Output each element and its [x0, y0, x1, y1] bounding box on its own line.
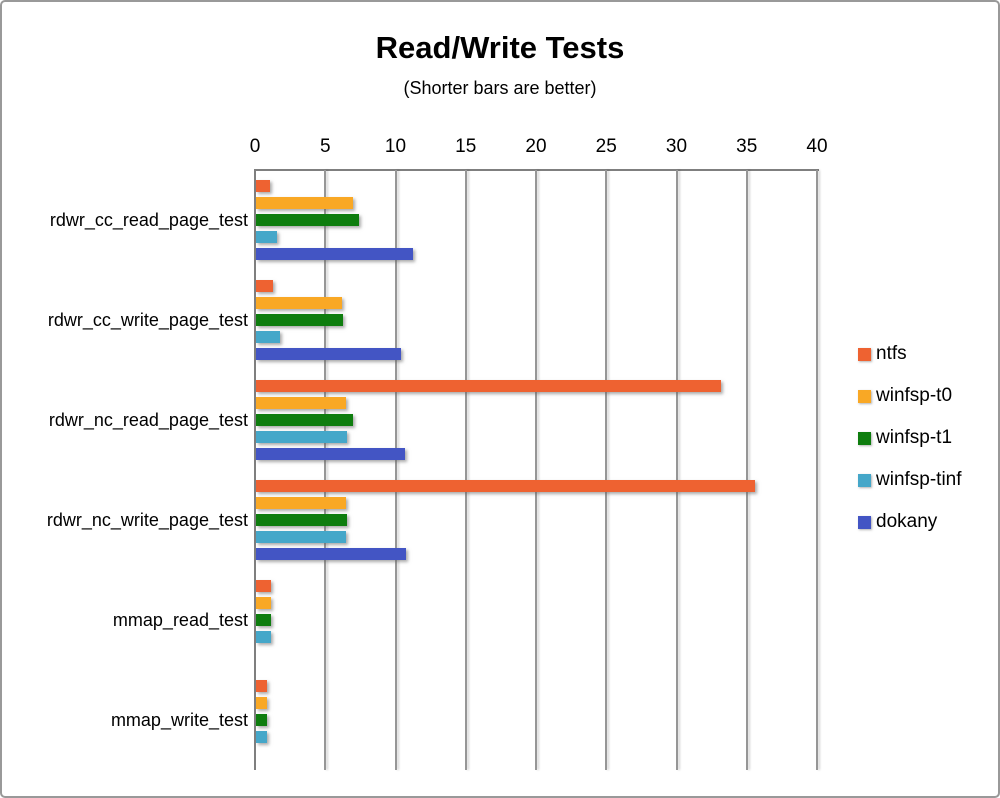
- bar-winfsp-t1-rdwr_cc_read_page_test: [256, 214, 359, 226]
- legend-label-ntfs: ntfs: [876, 343, 907, 364]
- bar-winfsp-tinf-rdwr_nc_read_page_test: [256, 431, 347, 443]
- bar-ntfs-rdwr_nc_read_page_test: [256, 380, 721, 392]
- bar-winfsp-tinf-mmap_write_test: [256, 731, 267, 743]
- bar-winfsp-t1-rdwr_nc_read_page_test: [256, 414, 353, 426]
- category-label-mmap_write_test: mmap_write_test: [110, 709, 248, 730]
- gridline-20: [535, 170, 537, 770]
- category-label-rdwr_cc_write_page_test: rdwr_cc_write_page_test: [47, 309, 248, 330]
- x-tick-label-10: 10: [384, 136, 407, 157]
- bar-ntfs-mmap_read_test: [256, 580, 271, 592]
- gridline-15: [464, 170, 467, 770]
- x-axis-line: [255, 169, 819, 171]
- bar-winfsp-t1-mmap_write_test: [256, 714, 267, 726]
- x-tick-label-35: 35: [736, 136, 758, 157]
- gridline-40: [816, 170, 818, 770]
- legend-swatch-ntfs: [858, 347, 871, 361]
- chart-title: Read/Write Tests: [375, 30, 625, 65]
- legend-item-winfsp-t0: winfsp-t0: [858, 384, 962, 408]
- legend-item-winfsp-tinf: winfsp-tinf: [858, 468, 962, 492]
- legend-swatch-dokany: [858, 515, 871, 529]
- bar-dokany-rdwr_cc_write_page_test: [256, 348, 401, 360]
- bar-winfsp-t0-rdwr_cc_write_page_test: [256, 297, 342, 309]
- x-tick-label-30: 30: [665, 136, 688, 157]
- bar-winfsp-t1-rdwr_nc_write_page_test: [256, 514, 347, 526]
- legend-swatch-winfsp-tinf: [858, 473, 871, 487]
- x-tick-label-25: 25: [595, 136, 617, 157]
- chart-subtitle: (Shorter bars are better): [403, 78, 597, 98]
- bar-winfsp-t0-mmap_write_test: [256, 697, 267, 709]
- x-tick-label-15: 15: [455, 136, 477, 157]
- bar-winfsp-t0-rdwr_cc_read_page_test: [256, 197, 353, 209]
- bar-ntfs-rdwr_nc_write_page_test: [256, 480, 755, 492]
- x-tick-label-20: 20: [525, 136, 547, 157]
- bar-winfsp-t0-mmap_read_test: [256, 597, 271, 609]
- legend: ntfs winfsp-t0 winfsp-t1 winfsp-tinf dokany: [858, 342, 962, 552]
- x-tick-label-0: 0: [249, 136, 261, 157]
- legend-swatch-winfsp-t1: [858, 431, 871, 445]
- legend-swatch-winfsp-t0: [858, 389, 871, 403]
- bar-dokany-rdwr_cc_read_page_test: [256, 248, 413, 260]
- gridline-5: [324, 170, 327, 770]
- legend-label-winfsp-t1: winfsp-t1: [876, 427, 953, 448]
- legend-item-dokany: dokany: [858, 510, 962, 534]
- category-label-rdwr_nc_write_page_test: rdwr_nc_write_page_test: [46, 509, 248, 530]
- gridline-25: [605, 170, 608, 770]
- legend-item-ntfs: ntfs: [858, 342, 962, 366]
- bar-ntfs-rdwr_cc_write_page_test: [256, 280, 273, 292]
- x-tick-label-40: 40: [806, 136, 828, 157]
- bar-ntfs-mmap_write_test: [256, 680, 267, 692]
- bar-winfsp-tinf-rdwr_cc_write_page_test: [256, 331, 280, 343]
- category-label-rdwr_cc_read_page_test: rdwr_cc_read_page_test: [49, 209, 248, 230]
- bar-winfsp-t1-rdwr_cc_write_page_test: [256, 314, 343, 326]
- gridline-35: [745, 170, 748, 770]
- bar-winfsp-tinf-rdwr_cc_read_page_test: [256, 231, 277, 243]
- bar-winfsp-tinf-mmap_read_test: [256, 631, 271, 643]
- x-tick-label-5: 5: [319, 136, 331, 157]
- bar-dokany-rdwr_nc_write_page_test: [256, 548, 406, 560]
- bar-ntfs-rdwr_cc_read_page_test: [256, 180, 270, 192]
- bar-winfsp-t0-rdwr_nc_read_page_test: [256, 397, 346, 409]
- y-axis-line: [254, 169, 256, 770]
- category-label-mmap_read_test: mmap_read_test: [112, 609, 248, 630]
- gridline-30: [675, 170, 678, 770]
- bar-dokany-rdwr_nc_read_page_test: [256, 448, 405, 460]
- bar-winfsp-t1-mmap_read_test: [256, 614, 271, 626]
- legend-label-winfsp-tinf: winfsp-tinf: [876, 469, 962, 490]
- legend-label-dokany: dokany: [876, 511, 938, 532]
- gridline-10: [394, 170, 397, 770]
- category-label-rdwr_nc_read_page_test: rdwr_nc_read_page_test: [48, 409, 248, 430]
- bar-winfsp-tinf-rdwr_nc_write_page_test: [256, 531, 346, 543]
- bar-winfsp-t0-rdwr_nc_write_page_test: [256, 497, 346, 509]
- legend-label-winfsp-t0: winfsp-t0: [876, 385, 953, 406]
- legend-item-winfsp-t1: winfsp-t1: [858, 426, 962, 450]
